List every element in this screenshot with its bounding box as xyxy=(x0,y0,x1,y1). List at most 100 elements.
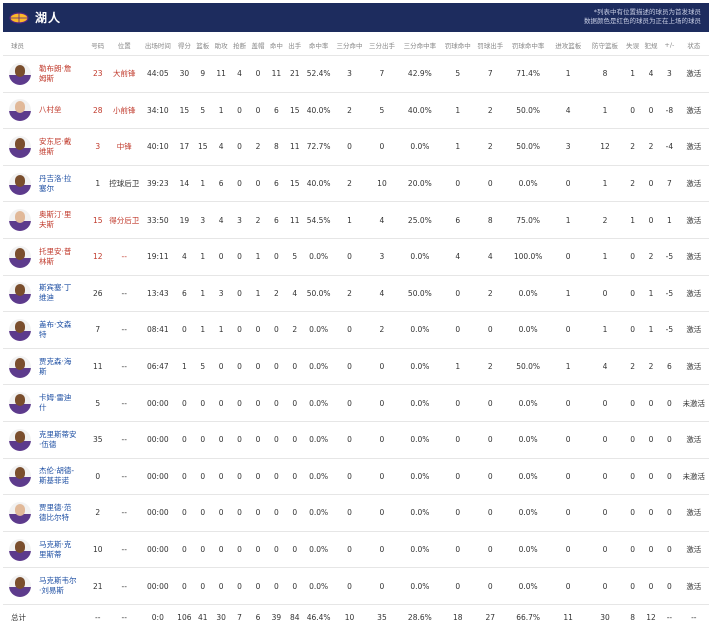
total-cell: 41 xyxy=(193,603,212,630)
stat-cell: 0 xyxy=(193,530,212,568)
stat-cell: 5 xyxy=(441,55,474,93)
stat-cell: 1 xyxy=(441,91,474,129)
player-cell: 奥斯汀·里夫斯 xyxy=(3,201,88,239)
player-name-link[interactable]: 马克斯·克里斯蒂 xyxy=(39,539,72,559)
stat-cell: 4 xyxy=(473,237,507,276)
avatar[interactable] xyxy=(9,172,31,195)
avatar[interactable] xyxy=(9,99,31,122)
avatar[interactable] xyxy=(9,282,31,305)
avatar[interactable] xyxy=(9,501,31,524)
avatar[interactable] xyxy=(9,538,31,561)
player-name-link[interactable]: 贾里德·范德比尔特 xyxy=(39,502,72,522)
table-row: 安东尼·戴维斯 3 中锋 40:10 17 15 4 0 2 8 11 72.7% 0 0 0.0% 1 2 50… xyxy=(3,128,709,166)
stat-cell: 40.0% xyxy=(303,91,334,129)
status-badge: 激活 xyxy=(678,237,709,276)
avatar[interactable] xyxy=(9,245,31,268)
stat-cell: 0 xyxy=(333,494,366,532)
avatar[interactable] xyxy=(9,392,31,415)
table-row: 贾里德·范德比尔特 2 -- 00:00 0 0 0 0 0 0 0 0.0% 0 0 0.0% 0 0 0.0%… xyxy=(3,494,709,532)
stat-cell: 2 xyxy=(623,128,642,166)
player-name-link[interactable]: 克里斯蒂安·伍德 xyxy=(39,429,77,449)
column-header: 三分命中率 xyxy=(403,42,437,50)
player-name-link[interactable]: 丹吉洛·拉塞尔 xyxy=(39,173,72,193)
stat-cell: 8 xyxy=(267,128,286,166)
stat-cell: 0.0% xyxy=(303,420,334,459)
player-cell: 杰伦·胡德-斯基菲诺 xyxy=(3,457,88,495)
stat-cell: 0 xyxy=(267,420,286,459)
stat-cell: 71.4% xyxy=(506,55,550,93)
stat-cell: 0 xyxy=(175,457,194,495)
stat-cell: 0 xyxy=(549,494,587,532)
player-name-link[interactable]: 杰伦·胡德-斯基菲诺 xyxy=(39,466,75,486)
player-name-link[interactable]: 奥斯汀·里夫斯 xyxy=(39,210,72,230)
player-cell: 贾里德·范德比尔特 xyxy=(3,494,88,532)
avatar[interactable] xyxy=(9,355,31,378)
player-name-link[interactable]: 盖布·文森特 xyxy=(39,319,72,339)
stat-cell: 0 xyxy=(248,384,268,422)
total-cell: 18 xyxy=(441,603,474,630)
avatar[interactable] xyxy=(9,135,31,158)
column-header: 号码 xyxy=(91,42,105,50)
player-name-link[interactable]: 贾克森·海斯 xyxy=(39,356,72,376)
player-name-link[interactable]: 安东尼·戴维斯 xyxy=(39,136,72,156)
player-name-link[interactable]: 八村垒 xyxy=(39,105,62,115)
stat-cell: 1 xyxy=(193,311,212,349)
total-cell: 12 xyxy=(641,603,661,630)
stat-cell: 0.0% xyxy=(506,530,550,568)
stat-cell: 4 xyxy=(175,237,194,276)
stat-cell: 0 xyxy=(641,567,661,605)
column-header: 球员 xyxy=(11,42,24,50)
stat-cell: 0.0% xyxy=(506,311,550,349)
stat-cell: 0 xyxy=(473,567,507,605)
stat-cell: 0.0% xyxy=(303,494,334,532)
stat-cell: 0 xyxy=(193,420,212,459)
stat-cell: 0 xyxy=(641,494,661,532)
stat-cell: 小前锋 xyxy=(108,91,141,129)
stat-cell: 00:00 xyxy=(140,567,176,605)
stat-cell: 0 xyxy=(660,420,679,459)
player-name-link[interactable]: 勒布朗·詹姆斯 xyxy=(39,63,72,83)
stat-cell: 0 xyxy=(285,347,304,385)
status-badge: 激活 xyxy=(678,530,709,568)
stat-cell: 2 xyxy=(623,347,642,385)
avatar[interactable] xyxy=(9,428,31,451)
avatar[interactable] xyxy=(9,318,31,341)
player-name-link[interactable]: 卡姆·雷迪什 xyxy=(39,393,72,413)
avatar[interactable] xyxy=(9,575,31,598)
stat-cell: 0 xyxy=(193,457,212,495)
stat-cell: 0 xyxy=(230,347,249,385)
stat-cell: 2 xyxy=(641,128,661,166)
avatar[interactable] xyxy=(9,62,31,85)
stat-cell: 0 xyxy=(285,567,304,605)
stat-cell: 0 xyxy=(623,274,642,312)
stat-cell: 0 xyxy=(623,494,642,532)
stat-cell: 0 xyxy=(441,420,474,459)
stat-cell: 0.0% xyxy=(398,347,442,385)
stat-cell: 0 xyxy=(175,384,194,422)
column-header: 罚球出手 xyxy=(477,42,504,50)
player-name-link[interactable]: 斯宾塞·丁维迪 xyxy=(39,283,72,303)
stat-cell: 0 xyxy=(175,494,194,532)
player-name-link[interactable]: 托里安·普林斯 xyxy=(39,246,72,266)
stat-cell: 50.0% xyxy=(398,274,442,312)
stat-cell: 100.0% xyxy=(506,237,550,276)
stat-cell: 00:00 xyxy=(140,384,176,422)
total-cell: 7 xyxy=(230,603,249,630)
stat-cell: 30 xyxy=(175,55,194,93)
status-badge: 激活 xyxy=(678,567,709,605)
stat-cell: 0 xyxy=(285,457,304,495)
stat-cell: 1 xyxy=(248,237,268,276)
stat-cell: 5 xyxy=(365,91,399,129)
stat-cell: 1 xyxy=(248,274,268,312)
totals-label: 总计 xyxy=(3,603,88,630)
column-header: 进攻篮板 xyxy=(555,42,582,50)
total-cell: 35 xyxy=(365,603,399,630)
stat-cell: 11 xyxy=(87,347,109,385)
stat-cell: 0.0% xyxy=(398,457,442,495)
stat-cell: 0 xyxy=(248,567,268,605)
avatar[interactable] xyxy=(9,209,31,232)
stat-cell: 1 xyxy=(641,311,661,349)
avatar[interactable] xyxy=(9,465,31,488)
player-name-link[interactable]: 马克斯韦尔·刘易斯 xyxy=(39,576,77,596)
stat-cell: 0.0% xyxy=(506,457,550,495)
